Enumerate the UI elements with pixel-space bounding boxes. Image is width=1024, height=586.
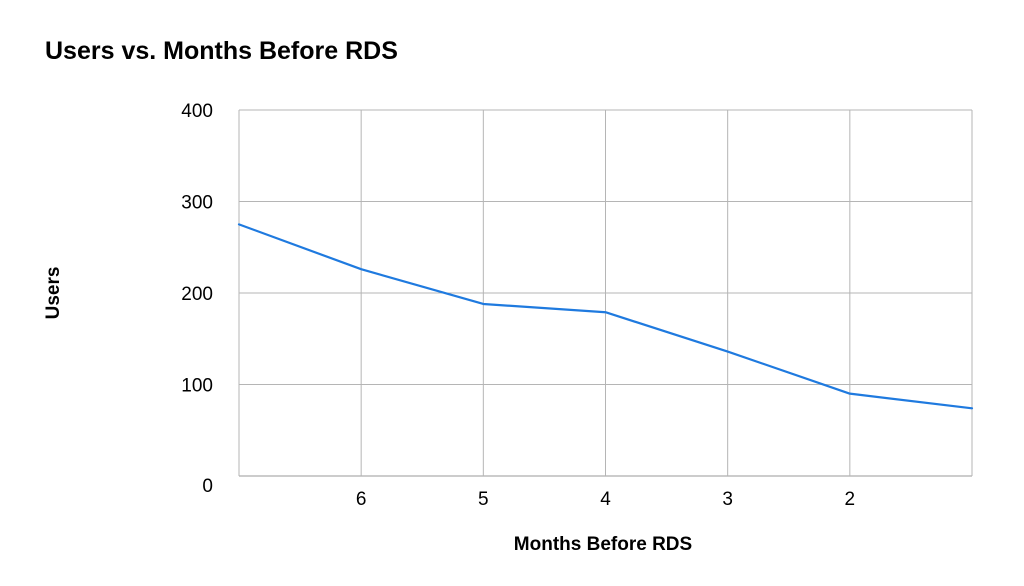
y-tick-label: 100 xyxy=(181,376,213,397)
y-axis-title: Users xyxy=(43,267,64,320)
x-tick-label: 3 xyxy=(722,489,733,510)
x-tick-label: 5 xyxy=(478,489,489,510)
series-layer xyxy=(237,223,974,410)
y-tick-labels: 0 100 200 300 400 xyxy=(181,101,213,497)
grid-lines xyxy=(238,109,973,477)
x-tick-label: 4 xyxy=(600,489,611,510)
y-tick-label: 200 xyxy=(181,284,213,305)
y-tick-label: 0 xyxy=(202,476,213,497)
x-axis-title: Months Before RDS xyxy=(514,534,692,555)
chart-title: Users vs. Months Before RDS xyxy=(45,37,398,65)
y-tick-label: 400 xyxy=(181,101,213,122)
series-line xyxy=(237,223,974,410)
x-tick-label: 6 xyxy=(356,489,367,510)
x-tick-labels: 6 5 4 3 2 xyxy=(356,489,855,510)
x-tick-label: 2 xyxy=(845,489,856,510)
y-tick-label: 300 xyxy=(181,193,213,214)
